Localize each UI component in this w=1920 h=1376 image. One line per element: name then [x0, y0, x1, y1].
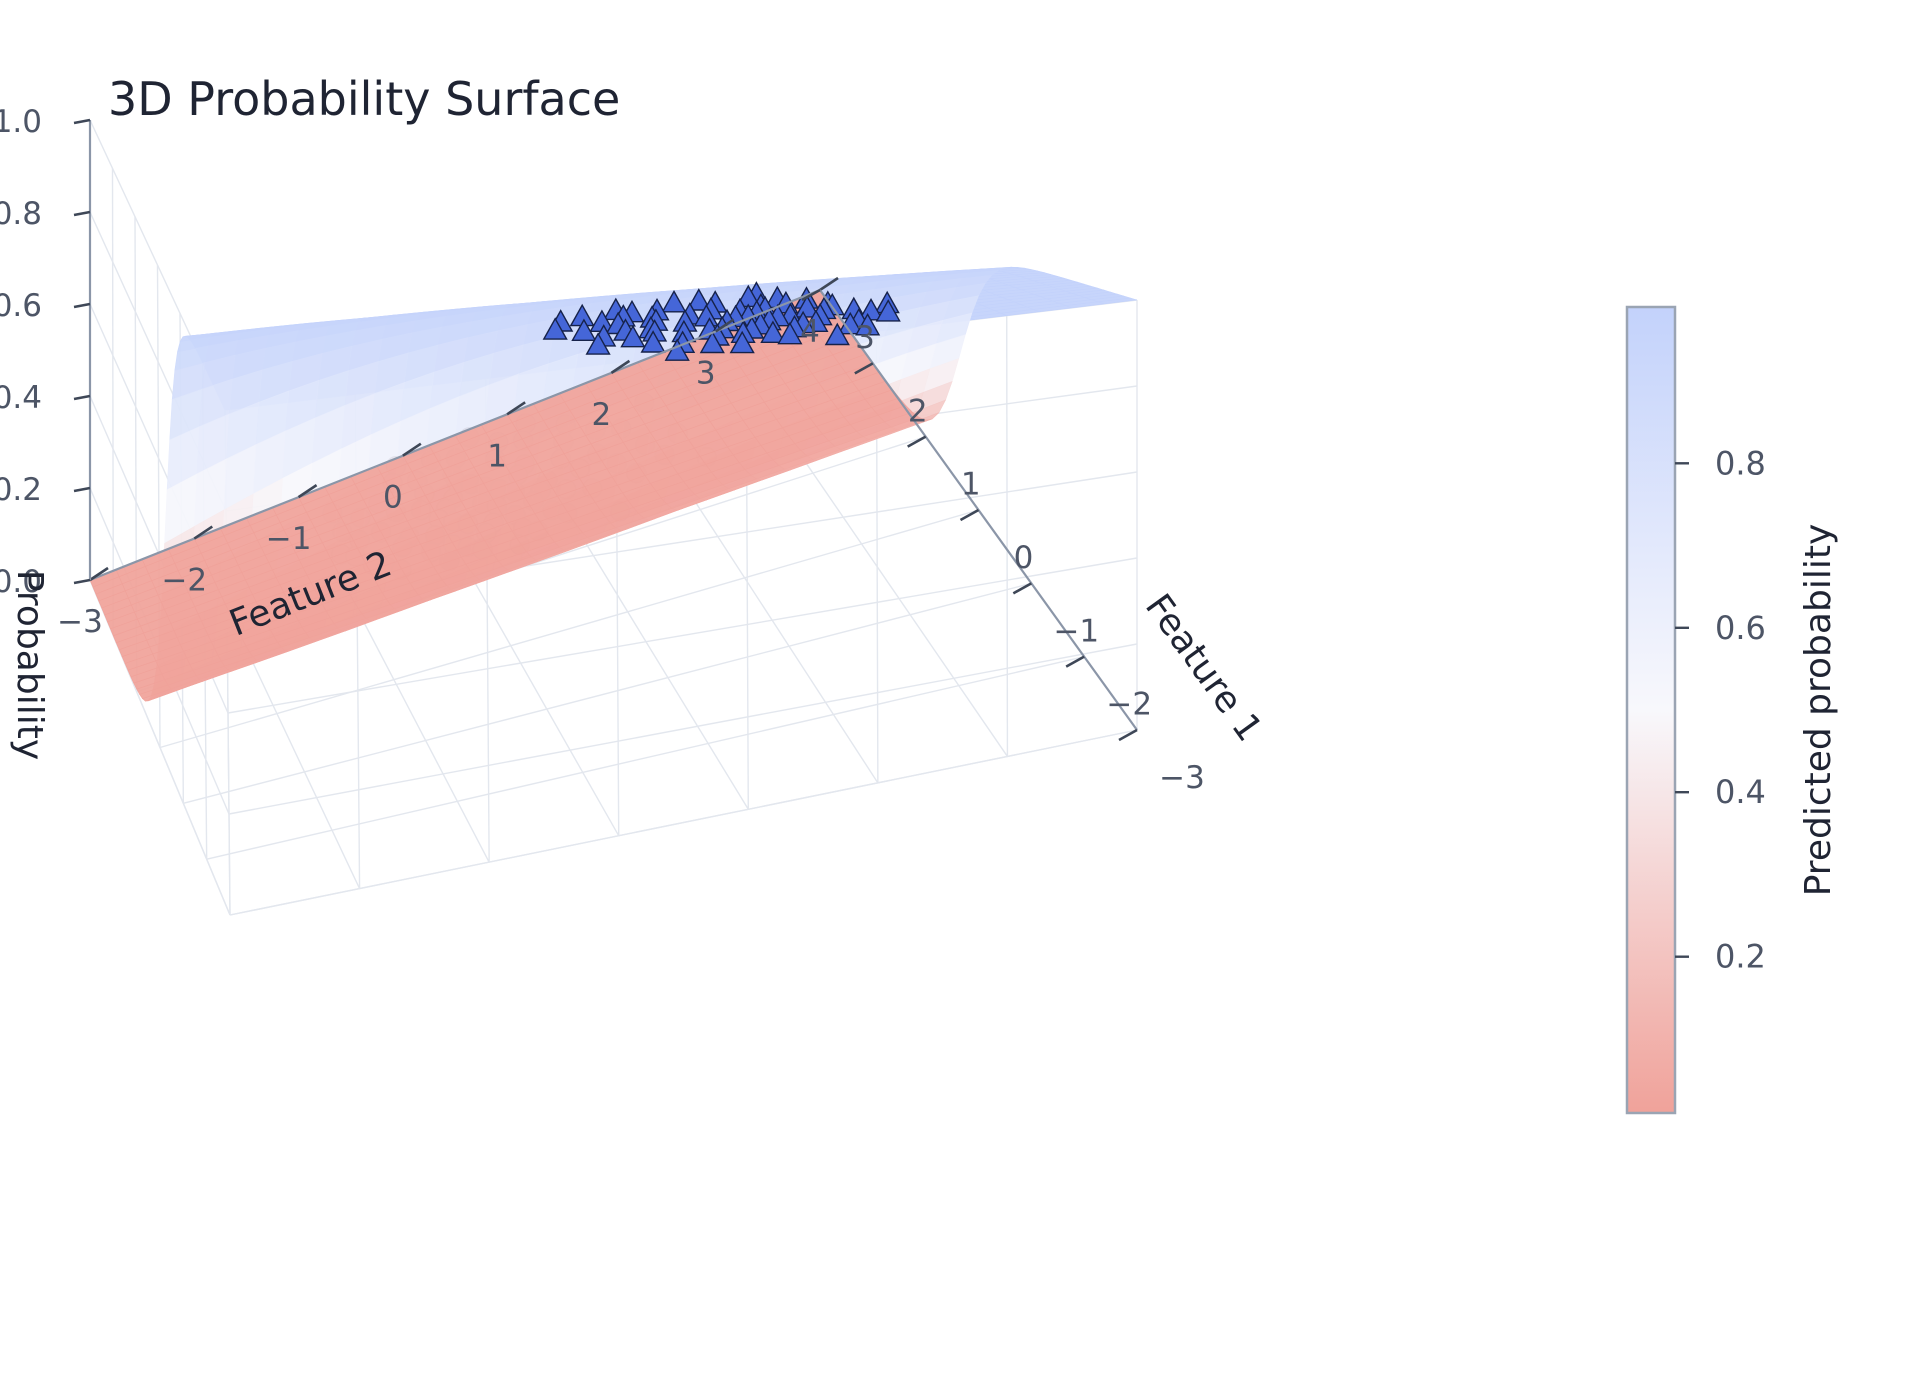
- grid-line: [1006, 315, 1009, 757]
- probability-tick: [73, 578, 91, 585]
- feature1-tick: [907, 435, 927, 448]
- data-point-triangle: [620, 324, 646, 348]
- data-point-triangle: [729, 330, 755, 354]
- feature1-tick-label: 1: [961, 467, 981, 503]
- colorbar-gradient: [1625, 305, 1677, 1115]
- data-point-triangle: [777, 321, 803, 345]
- feature2-tick-label: 2: [592, 397, 612, 433]
- colorbar-tick-label: 0.6: [1715, 609, 1766, 647]
- probability-tick-label: 0.0: [0, 564, 42, 600]
- feature2-tick-label: 3: [696, 355, 716, 391]
- probability-tick-label: 0.2: [0, 472, 42, 508]
- feature1-axis-title: Feature 1: [1137, 587, 1270, 749]
- feature2-tick: [193, 525, 214, 540]
- data-point-triangle: [855, 312, 881, 336]
- grid-line: [227, 557, 1138, 714]
- data-point-triangle: [686, 288, 712, 311]
- data-point-triangle: [875, 299, 901, 322]
- feature1-tick: [1118, 728, 1138, 742]
- feature2-axis-line: [89, 288, 821, 582]
- colorbar-tick-label: 0.4: [1715, 773, 1766, 811]
- data-point-triangle: [585, 332, 611, 355]
- data-point-triangle: [542, 317, 568, 340]
- feature2-tick: [506, 401, 526, 416]
- feature2-tick-label: −1: [266, 521, 312, 557]
- probability-tick-label: 0.4: [0, 380, 42, 416]
- grid-line: [228, 643, 1138, 815]
- chart-title: 3D Probability Surface: [108, 72, 621, 126]
- feature1-tick: [801, 288, 821, 302]
- feature1-tick-label: 2: [908, 393, 928, 429]
- feature2-tick-label: −3: [57, 604, 103, 640]
- feature1-tick: [959, 508, 980, 522]
- feature2-tick-label: 1: [487, 438, 507, 474]
- probability-tick-label: 1.0: [0, 104, 42, 140]
- feature1-tick-label: 0: [1014, 540, 1034, 576]
- data-point-triangle: [571, 318, 597, 341]
- feature2-tick: [610, 359, 631, 374]
- probability-tick: [73, 118, 91, 125]
- feature2-tick: [714, 318, 735, 333]
- feature2-tick-label: 0: [383, 480, 403, 516]
- grid-line: [229, 729, 1138, 916]
- feature1-tick-label: −3: [1159, 760, 1205, 796]
- probability-tick: [73, 302, 91, 309]
- colorbar-tick-label: 0.2: [1715, 938, 1766, 976]
- feature1-tick-label: −1: [1053, 613, 1099, 649]
- probability-tick: [73, 486, 91, 493]
- colorbar-tick-label: 0.8: [1715, 444, 1766, 482]
- probability-tick-label: 0.8: [0, 196, 42, 232]
- data-point-triangle: [760, 320, 786, 343]
- feature1-tick-label: 3: [855, 320, 875, 356]
- feature1-tick: [1065, 655, 1085, 668]
- feature2-tick-label: 4: [800, 314, 820, 350]
- data-point-triangle: [794, 295, 820, 318]
- probability-tick: [73, 210, 91, 217]
- feature1-tick-label: −2: [1106, 687, 1152, 723]
- data-point-triangle: [661, 289, 687, 313]
- feature2-tick: [402, 442, 422, 457]
- probability-axis-title: Probability: [9, 570, 50, 760]
- colorbar: 0.2 0.4 0.6 0.8 Predicted probability: [1625, 305, 1839, 1115]
- grid-line: [159, 509, 979, 749]
- data-point-triangle: [824, 322, 850, 346]
- feature2-tick: [89, 566, 109, 582]
- colorbar-title: Predicted probability: [1798, 524, 1839, 897]
- grid-line: [111, 168, 115, 636]
- data-point-triangle: [640, 330, 666, 353]
- probability-tick: [73, 394, 91, 401]
- feature2-tick-label: −2: [161, 563, 207, 599]
- data-point-triangle: [699, 330, 725, 354]
- feature1-tick: [1012, 582, 1032, 595]
- probability-tick-label: 0.6: [0, 288, 42, 324]
- grid-line: [183, 582, 1032, 805]
- feature2-tick: [297, 484, 318, 499]
- grid-line: [206, 655, 1085, 860]
- feature1-tick: [854, 362, 874, 375]
- feature2-tick: [819, 276, 839, 292]
